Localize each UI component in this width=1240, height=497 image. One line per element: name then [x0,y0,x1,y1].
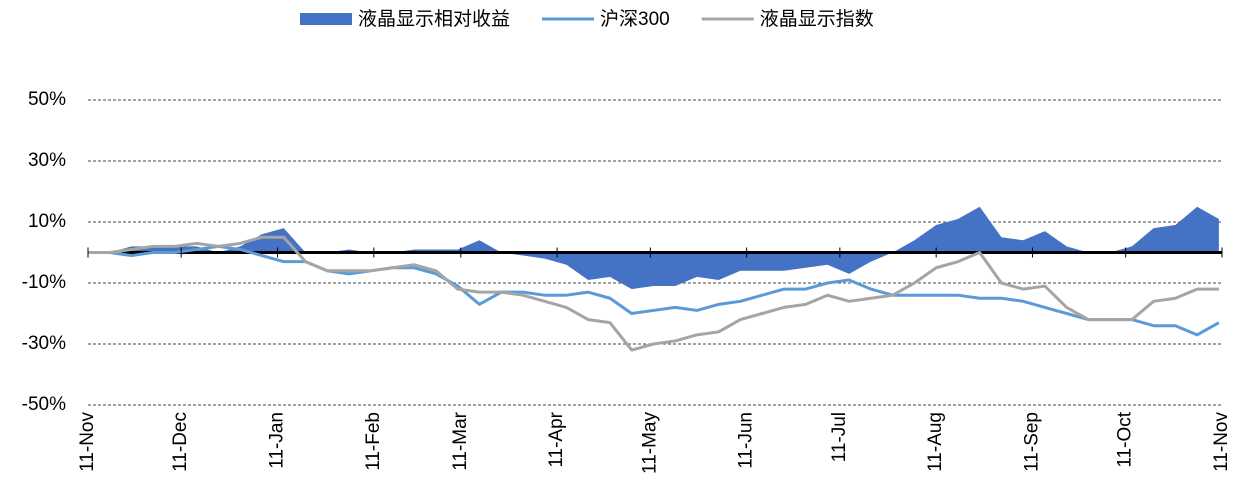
legend-label: 液晶显示相对收益 [358,8,510,30]
y-tick-label: 30% [28,150,66,171]
x-tick-label: 11-Aug [925,412,946,472]
x-tick-label: 11-Jul [829,412,850,462]
y-tick-label: 10% [28,211,66,232]
legend-label: 液晶显示指数 [760,8,874,30]
x-tick-label: 11-Oct [1115,411,1136,467]
y-tick-label: -30% [22,333,66,354]
y-tick-label: -50% [22,394,66,415]
x-tick-label: 11-Nov [77,412,98,472]
x-tick-label: 11-May [639,412,660,474]
legend-swatch [300,13,352,25]
line [88,235,1219,352]
legend-label: 沪深300 [600,8,670,30]
x-tick-label: 11-Nov [1211,412,1232,472]
x-tick-label: 11-Mar [450,411,471,470]
line [88,244,1220,337]
y-tick-label: 50% [28,89,66,110]
x-tick-label: 11-Feb [363,412,384,471]
x-tick-label: 11-Jun [736,412,757,469]
x-tick-label: 11-Sep [1021,412,1042,472]
x-tick-label: 11-Jan [267,412,288,469]
x-tick-label: 11-Dec [170,412,191,472]
x-tick-label: 11-Apr [546,411,567,467]
y-tick-label: -10% [22,272,66,293]
area [88,206,1219,290]
